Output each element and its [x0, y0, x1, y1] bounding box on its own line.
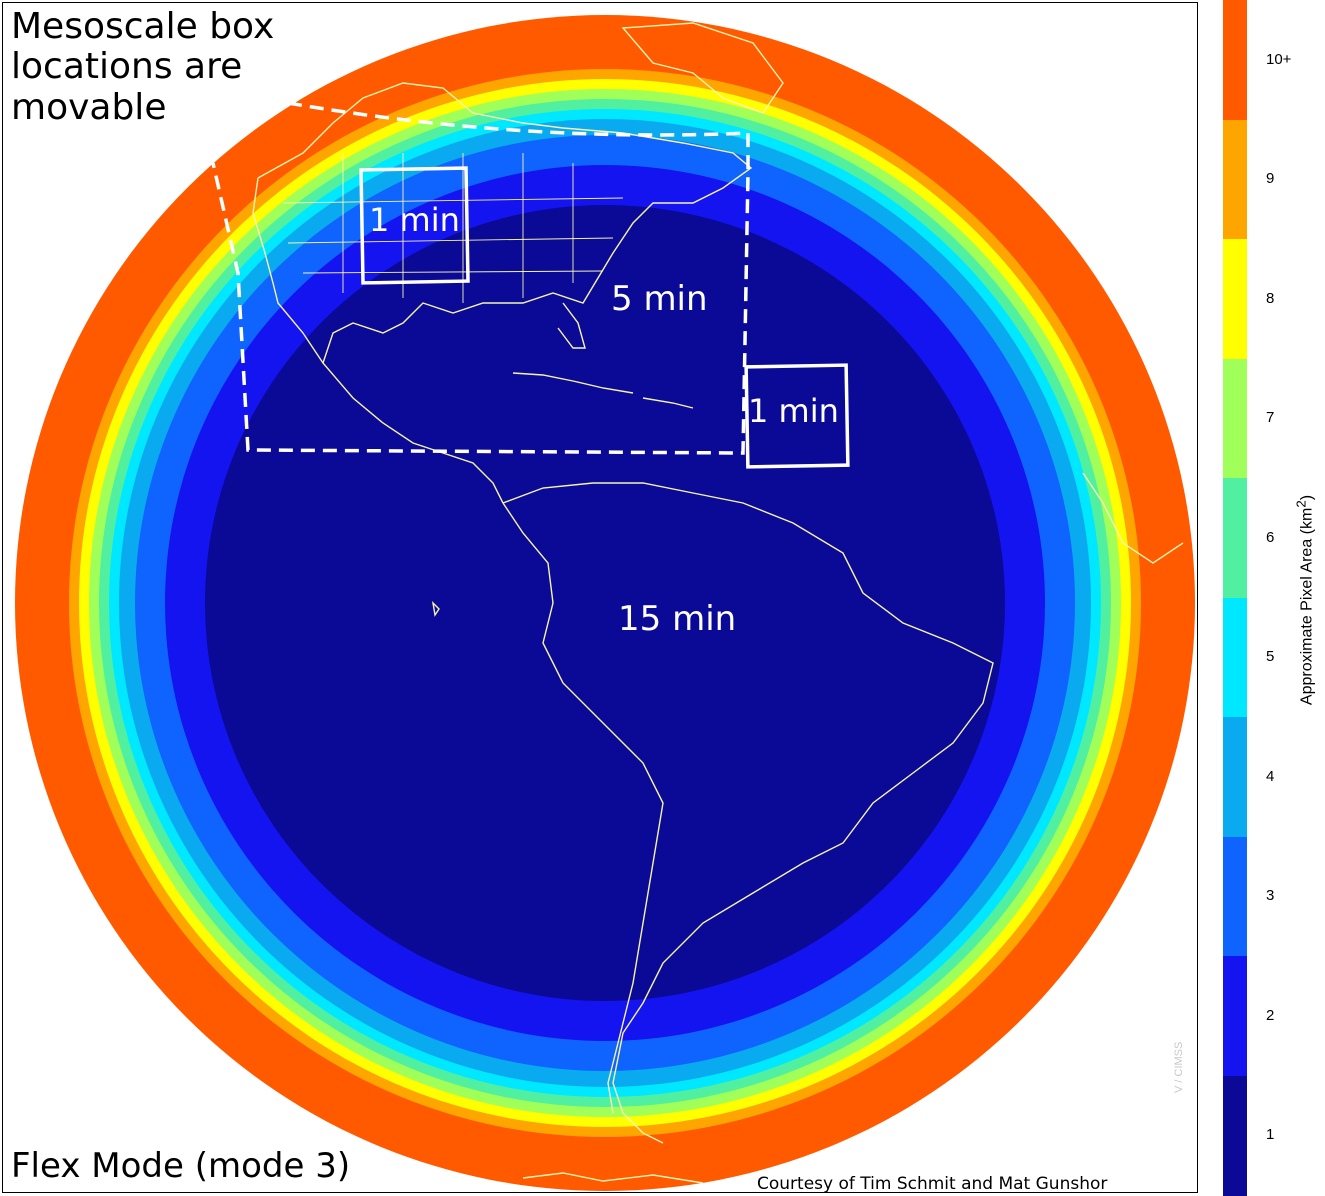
meso-1-label: 1 min — [369, 201, 460, 239]
inner-zone — [237, 235, 973, 971]
full-disk-map: Mesoscale box locations are movable 1 mi… — [2, 2, 1198, 1193]
conus-label: 5 min — [611, 279, 708, 319]
colorbar-tick-label: 9 — [1266, 170, 1274, 187]
colorbar-segment — [1223, 359, 1247, 480]
colorbar-segment — [1223, 1076, 1247, 1196]
colorbar-title-text: Approximate Pixel Area (km — [1299, 508, 1316, 705]
earth-disk-image — [3, 3, 1198, 1193]
colorbar-title-close: ) — [1299, 495, 1316, 500]
caption-line-3: movable — [11, 88, 274, 128]
colorbar-tick-label: 4 — [1266, 768, 1274, 785]
colorbar-segment — [1223, 239, 1247, 360]
caption-line-1: Mesoscale box — [11, 7, 274, 47]
colorbar-segment — [1223, 478, 1247, 599]
colorbar-tick-label: 5 — [1266, 648, 1274, 665]
credit-text: Courtesy of Tim Schmit and Mat Gunshor — [757, 1175, 1107, 1193]
colorbar-title-sup: 2 — [1293, 500, 1308, 507]
colorbar-segment — [1223, 120, 1247, 241]
colorbar — [1223, 0, 1247, 1195]
colorbar-segment — [1223, 837, 1247, 958]
mode-caption: Flex Mode (mode 3) — [11, 1147, 350, 1185]
colorbar-segment — [1223, 598, 1247, 719]
colorbar-segment — [1223, 717, 1247, 838]
movable-caption: Mesoscale box locations are movable — [11, 7, 274, 128]
watermark: V / CIMSS — [1173, 1042, 1185, 1093]
colorbar-tick-label: 6 — [1266, 529, 1274, 546]
colorbar-tick-label: 8 — [1266, 290, 1274, 307]
full-disk-label: 15 min — [618, 599, 736, 639]
colorbar-segment — [1223, 956, 1247, 1077]
colorbar-title: Approximate Pixel Area (km2) — [1293, 495, 1316, 705]
colorbar-tick-label: 7 — [1266, 409, 1274, 426]
colorbar-tick-label: 10+ — [1266, 51, 1291, 68]
colorbar-tick-label: 1 — [1266, 1126, 1274, 1143]
colorbar-tick-label: 3 — [1266, 887, 1274, 904]
colorbar-segment — [1223, 0, 1247, 121]
caption-line-2: locations are — [11, 47, 274, 87]
meso-2-label: 1 min — [748, 392, 839, 430]
colorbar-tick-label: 2 — [1266, 1007, 1274, 1024]
